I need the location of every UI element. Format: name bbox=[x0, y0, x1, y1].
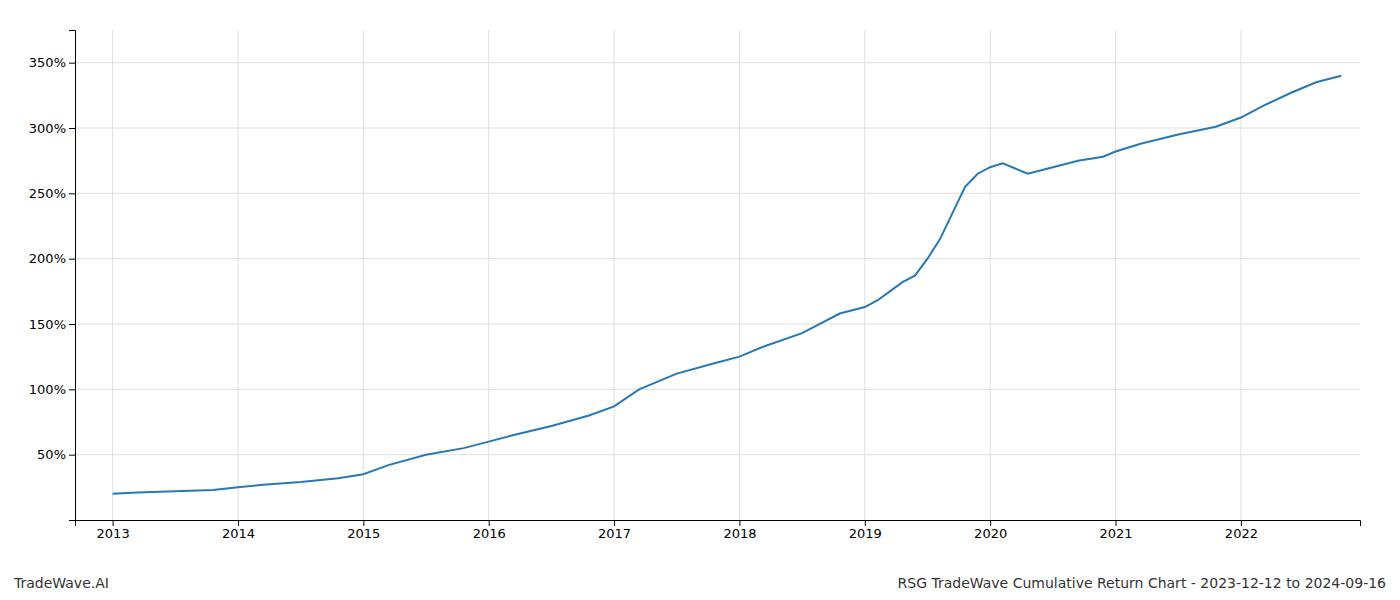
tick-mark bbox=[363, 520, 364, 526]
tick-label: 2014 bbox=[222, 526, 255, 541]
tick-mark bbox=[69, 455, 75, 456]
grid-line bbox=[363, 30, 364, 520]
tick-label: 2021 bbox=[1099, 526, 1132, 541]
footer-text: RSG TradeWave Cumulative Return Chart - … bbox=[898, 575, 1387, 591]
grid-line bbox=[75, 324, 1360, 325]
tick-label: 150% bbox=[29, 317, 66, 332]
tick-mark bbox=[489, 520, 490, 526]
tick-mark bbox=[865, 520, 866, 526]
footer-text: TradeWave.AI bbox=[13, 575, 109, 591]
tick: 150% bbox=[29, 317, 75, 332]
tick-label: 2022 bbox=[1225, 526, 1258, 541]
tick-mark bbox=[69, 128, 75, 129]
tick: 2021 bbox=[1099, 520, 1132, 541]
tick-label: 2016 bbox=[473, 526, 506, 541]
plot-area: 2013 2014 2015 2016 2017 2018 2019 2020 2021 2022… bbox=[29, 30, 1361, 541]
grid-line bbox=[75, 128, 1360, 129]
x-axis: 2013 2014 2015 2016 2017 2018 2019 2020 2021 2022 bbox=[76, 520, 1361, 541]
tick-label: 2013 bbox=[97, 526, 130, 541]
tick-label: 350% bbox=[29, 55, 66, 70]
tick-mark bbox=[739, 520, 740, 526]
tick: 2019 bbox=[849, 520, 882, 541]
tick: 350% bbox=[29, 55, 75, 70]
tick-mark bbox=[113, 520, 114, 526]
tick-label: 250% bbox=[29, 186, 66, 201]
grid-line bbox=[75, 62, 1360, 63]
tick-mark bbox=[238, 520, 239, 526]
tick-mark bbox=[614, 520, 615, 526]
tick: 100% bbox=[29, 382, 75, 397]
axis-line bbox=[76, 521, 1361, 527]
tick-label: 2019 bbox=[849, 526, 882, 541]
tick: 2014 bbox=[222, 520, 255, 541]
tick-mark bbox=[69, 259, 75, 260]
tick-label: 200% bbox=[29, 251, 66, 266]
grid-line bbox=[614, 30, 615, 520]
line bbox=[113, 76, 1342, 494]
grid-line bbox=[1240, 30, 1241, 520]
tick: 2015 bbox=[347, 520, 380, 541]
tick-label: 100% bbox=[29, 382, 66, 397]
tick-mark bbox=[69, 324, 75, 325]
tick-mark bbox=[1116, 520, 1117, 526]
tick: 2017 bbox=[598, 520, 631, 541]
grid-line bbox=[864, 30, 865, 520]
tick-label: 300% bbox=[29, 121, 66, 136]
tick: 300% bbox=[29, 121, 75, 136]
tick-mark bbox=[990, 520, 991, 526]
grid-line bbox=[237, 30, 238, 520]
tick-mark bbox=[69, 63, 75, 64]
tick-label: 2020 bbox=[974, 526, 1007, 541]
marks bbox=[113, 76, 1342, 494]
grid bbox=[75, 30, 1360, 520]
tick-mark bbox=[69, 389, 75, 390]
grid-line bbox=[990, 30, 991, 520]
grid-line bbox=[75, 389, 1360, 390]
tick: 50% bbox=[37, 447, 75, 462]
grid-line bbox=[75, 258, 1360, 259]
grid-line bbox=[1115, 30, 1116, 520]
grid-line bbox=[739, 30, 740, 520]
tick: 200% bbox=[29, 251, 75, 266]
tick-label: 2018 bbox=[723, 526, 756, 541]
grid-line bbox=[75, 193, 1360, 194]
tick-label: 2015 bbox=[347, 526, 380, 541]
axis-line bbox=[69, 31, 76, 521]
tick: 2013 bbox=[97, 520, 130, 541]
grid-line bbox=[75, 454, 1360, 455]
tick-mark bbox=[69, 193, 75, 194]
tick: 2020 bbox=[974, 520, 1007, 541]
grid-line bbox=[112, 30, 113, 520]
grid-line bbox=[488, 30, 489, 520]
tick: 2022 bbox=[1225, 520, 1258, 541]
chart: 2013 2014 2015 2016 2017 2018 2019 2020 2021 2022… bbox=[0, 0, 1400, 600]
tick: 2016 bbox=[473, 520, 506, 541]
tick: 250% bbox=[29, 186, 75, 201]
y-axis: 50% 100% 150% 200% 250% 300% 350% bbox=[29, 31, 76, 521]
tick-mark bbox=[1241, 520, 1242, 526]
tick-label: 2017 bbox=[598, 526, 631, 541]
tick-label: 50% bbox=[37, 447, 66, 462]
tick: 2018 bbox=[723, 520, 756, 541]
